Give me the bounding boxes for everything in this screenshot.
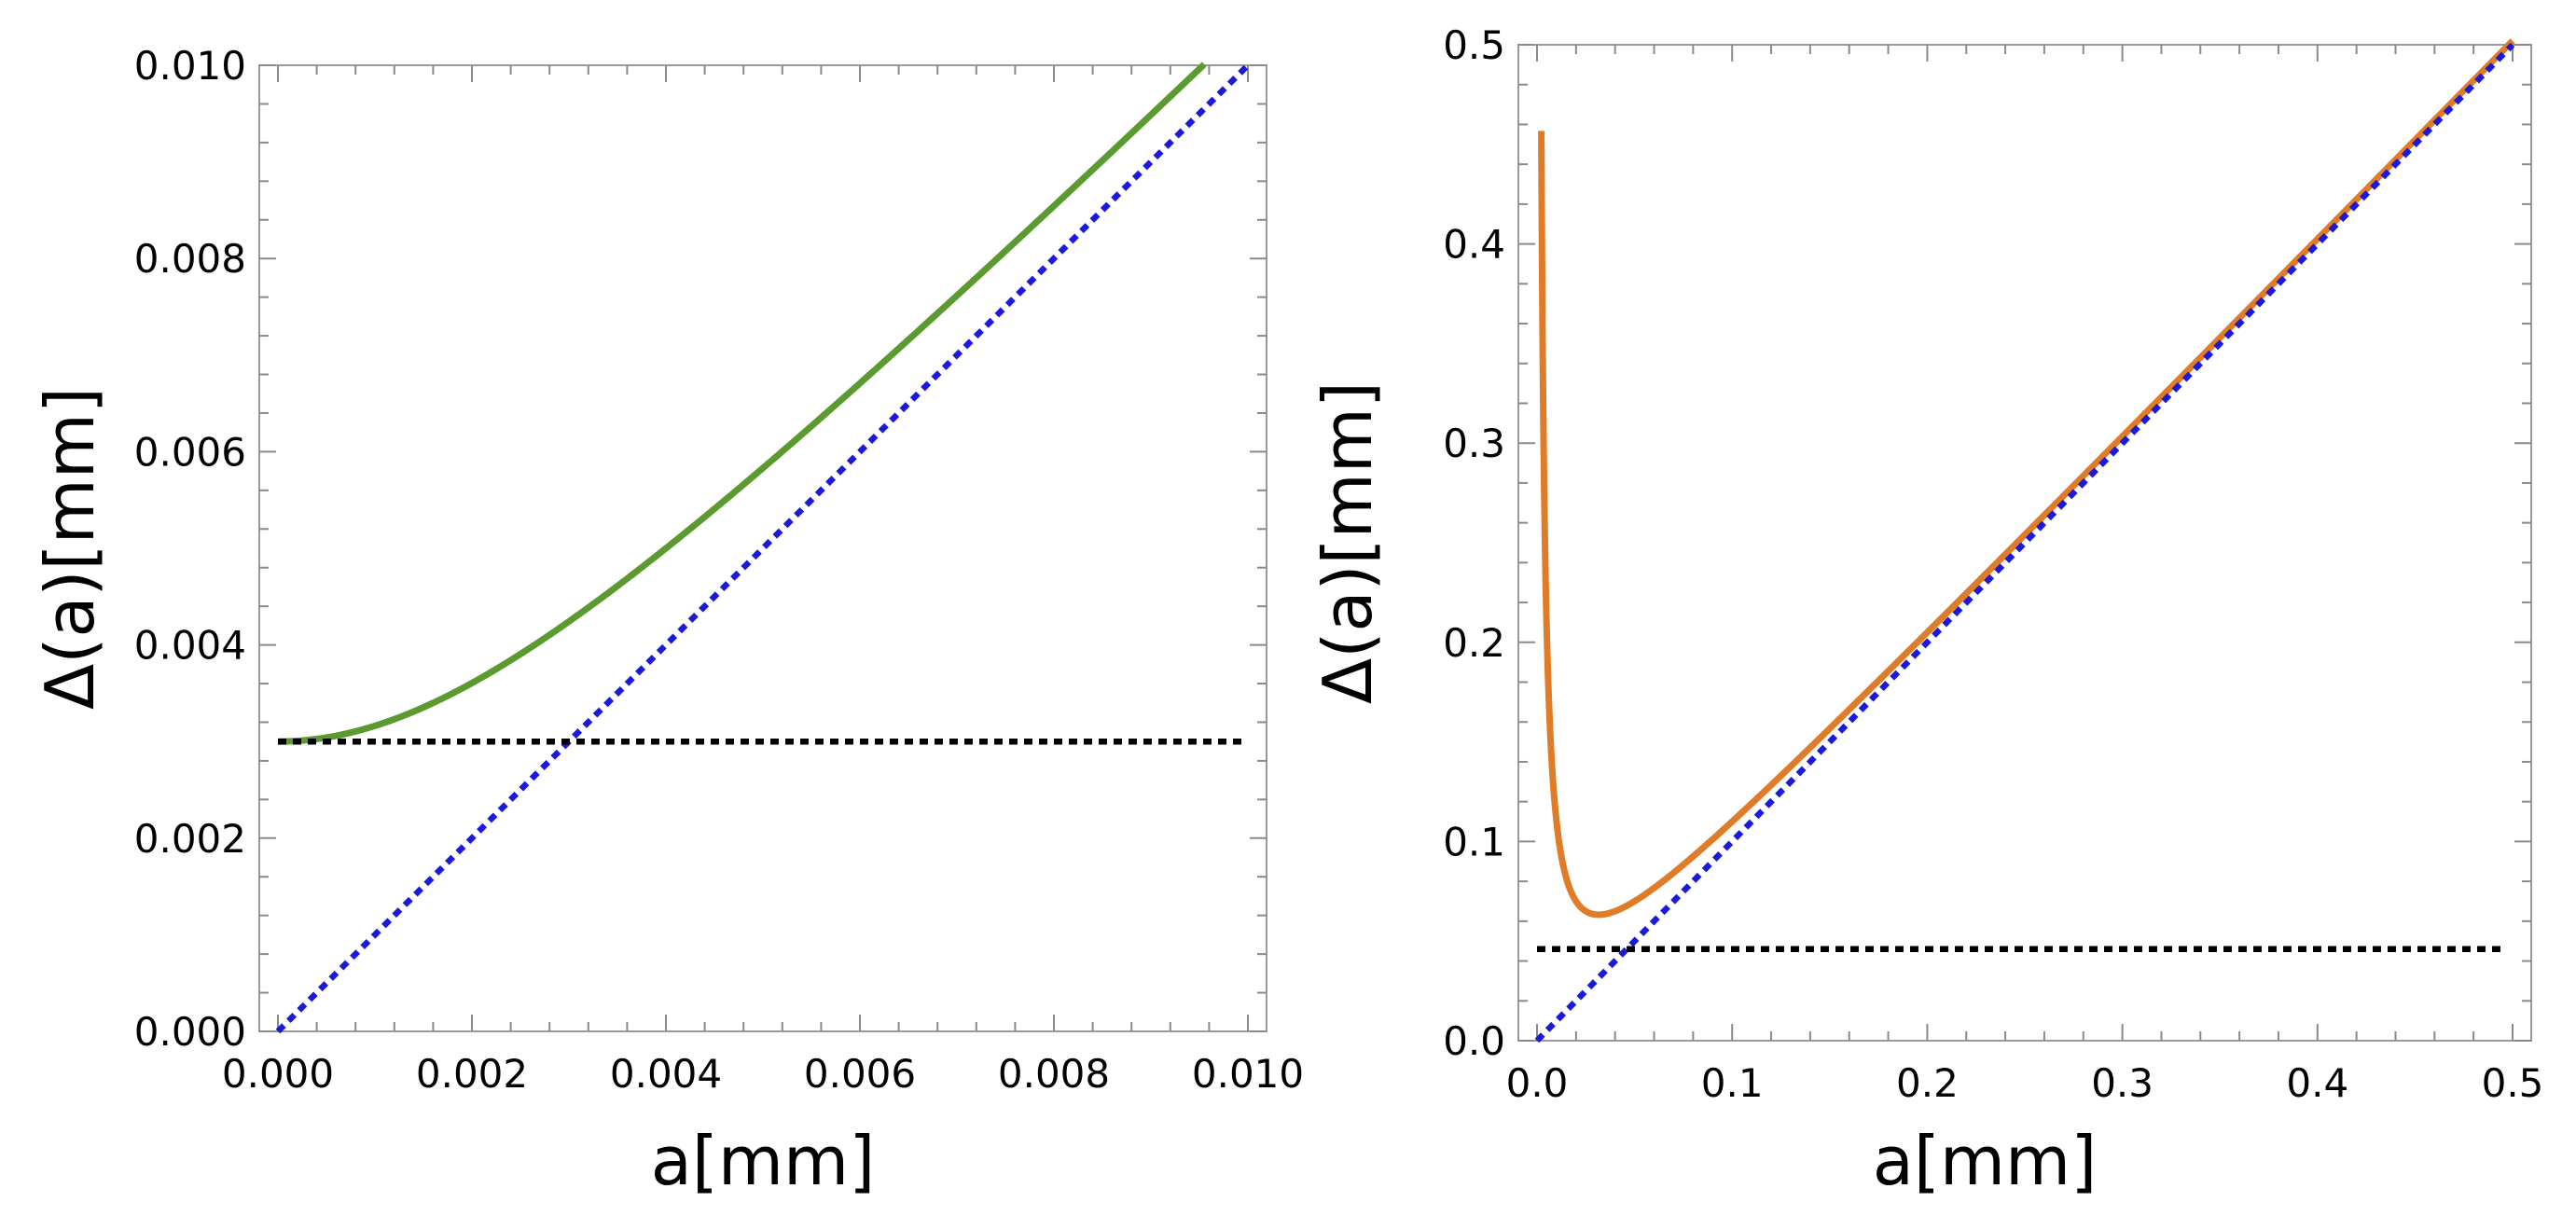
identity-line: [1534, 42, 2515, 1043]
x-axis-label: a[mm]: [651, 1122, 876, 1200]
x-axis-label: a[mm]: [1873, 1122, 2098, 1200]
x-tick-label: 0.2: [1896, 1060, 1959, 1106]
y-tick-label: 0.4: [1443, 222, 1505, 268]
y-tick-label: 0.004: [134, 623, 246, 669]
y-tick-label: 0.006: [134, 429, 246, 475]
y-tick-label: 0.2: [1443, 620, 1505, 666]
y-tick-label: 0.008: [134, 236, 246, 282]
y-axis-label: Δ(a)[mm]: [1309, 381, 1387, 704]
y-tick-label: 0.1: [1443, 819, 1505, 864]
x-tick-label: 0.1: [1701, 1060, 1764, 1106]
delta-curve: [278, 62, 1207, 745]
chart-right: 0.0 0.1 0.2 0.3 0.4 0.5 0.0 0.1 0.2 0.3 0.4 0.5 a[m…: [1309, 22, 2543, 1200]
identity-line: [275, 62, 1251, 1034]
x-tick-label: 0.006: [804, 1051, 916, 1097]
x-tick-label: 0.002: [416, 1051, 528, 1097]
x-tick-label: 0.004: [610, 1051, 722, 1097]
x-tick-label: 0.008: [998, 1051, 1110, 1097]
y-tick-label: 0.002: [134, 816, 246, 862]
ticks-layer: 0.000 0.002 0.004 0.006 0.008 0.010 0.000 0.002…: [134, 43, 1304, 1097]
plot-frame: [1517, 44, 2532, 1042]
plot-frame: [258, 64, 1267, 1032]
x-tick-label: 0.000: [222, 1051, 334, 1097]
x-tick-label: 0.4: [2286, 1060, 2348, 1106]
y-tick-label: 0.010: [134, 43, 246, 89]
y-tick-label: 0.000: [134, 1009, 246, 1055]
x-tick-label: 0.5: [2482, 1060, 2544, 1106]
x-tick-label: 0.0: [1506, 1060, 1569, 1106]
ticks-layer: 0.0 0.1 0.2 0.3 0.4 0.5 0.0 0.1 0.2 0.3 0.4 0.5: [1443, 22, 2543, 1106]
series-layer: [275, 62, 1251, 1034]
y-tick-label: 0.5: [1443, 22, 1505, 68]
y-axis-label: Δ(a)[mm]: [31, 387, 109, 710]
x-tick-label: 0.3: [2091, 1060, 2154, 1106]
y-tick-label: 0.0: [1443, 1018, 1505, 1064]
delta-curve: [1538, 38, 2515, 919]
series-layer: [1534, 38, 2515, 1043]
x-tick-label: 0.010: [1192, 1051, 1304, 1097]
chart-left: 0.000 0.002 0.004 0.006 0.008 0.010 0.000 0.002…: [31, 43, 1304, 1200]
y-tick-label: 0.3: [1443, 421, 1505, 466]
